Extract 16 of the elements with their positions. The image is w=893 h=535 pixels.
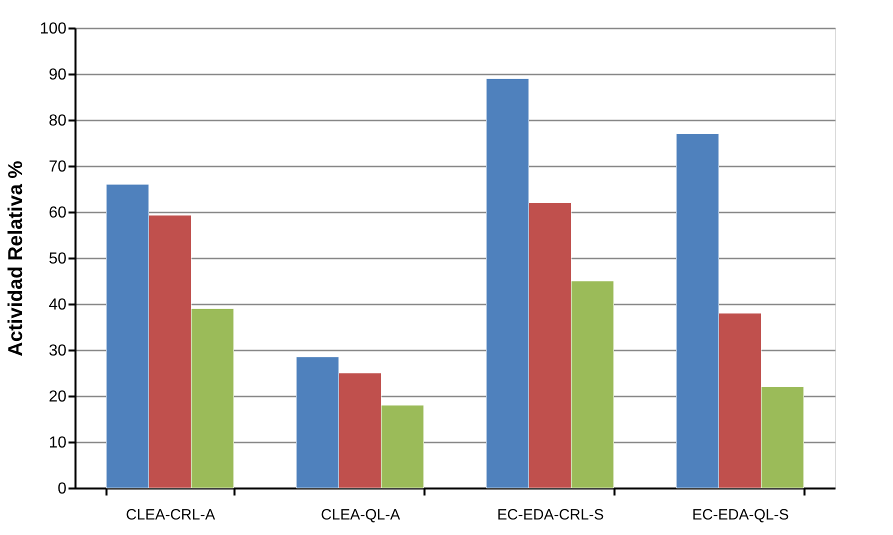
x-tick-label: CLEA-CRL-A xyxy=(126,506,216,524)
y-tick-label: 100 xyxy=(40,20,67,38)
x-tick-label: EC-EDA-CRL-S xyxy=(497,506,604,524)
y-tick-label: 70 xyxy=(48,158,67,176)
x-tick-label: EC-EDA-QL-S xyxy=(692,506,789,524)
y-tick-label: 50 xyxy=(48,250,67,268)
y-tick-label: 10 xyxy=(48,434,67,452)
y-axis-title: Actividad Relativa % xyxy=(4,160,27,356)
y-tick-label: 90 xyxy=(48,66,67,84)
y-tick-label: 80 xyxy=(48,112,67,130)
y-tick-label: 60 xyxy=(48,204,67,222)
y-tick-label: 40 xyxy=(48,296,67,314)
y-tick-label: 0 xyxy=(58,480,67,498)
y-tick-label: 20 xyxy=(48,388,67,406)
y-tick-label: 30 xyxy=(48,342,67,360)
x-tick-label: CLEA-QL-A xyxy=(320,506,400,524)
